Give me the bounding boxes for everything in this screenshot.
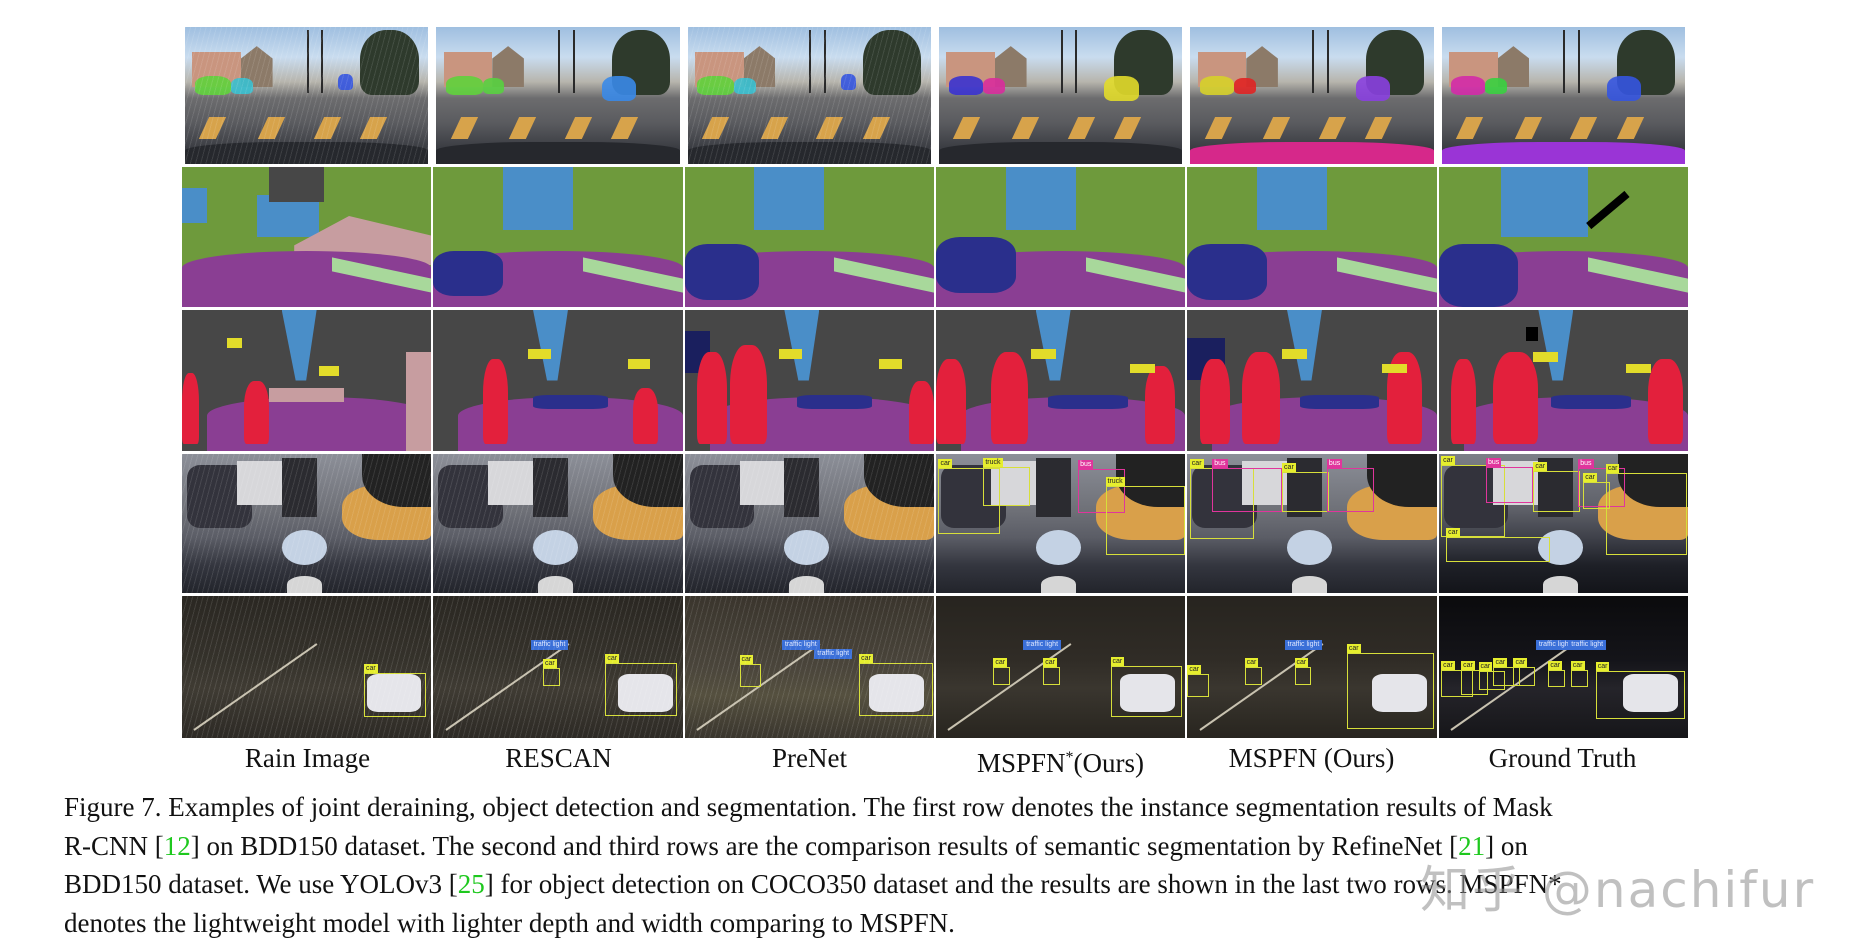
bbox-car: car xyxy=(1187,665,1210,698)
column-labels: Rain Image RESCAN PreNet MSPFN*(Ours) MS… xyxy=(182,740,1688,781)
bbox-car: car xyxy=(1605,464,1688,555)
detection-prenet-2: traffic light traffic light car car xyxy=(684,596,934,738)
bbox-car: car xyxy=(1346,643,1434,729)
bbox-car: car xyxy=(1493,658,1521,687)
bbox-truck: truck xyxy=(1105,476,1185,555)
caption-line-1: Figure 7. Examples of joint deraining, o… xyxy=(64,792,1553,822)
bbox-bus: bus xyxy=(1578,458,1626,508)
segmap-rescan-2 xyxy=(433,310,683,451)
detection-prenet-1 xyxy=(684,454,934,593)
bbox-car: car xyxy=(1478,662,1506,691)
segmap-prenet-2 xyxy=(684,310,934,451)
image-rain-instance xyxy=(185,27,429,164)
image-prenet-instance xyxy=(687,27,931,164)
bbox-bus: bus xyxy=(1486,457,1533,504)
bbox-car: car xyxy=(1595,662,1685,719)
bbox-car: car xyxy=(1446,528,1551,562)
image-ground-truth-instance xyxy=(1441,27,1685,164)
tag-traffic-light: traffic light xyxy=(1568,640,1607,651)
caption-line-3: BDD150 dataset. We use YOLOv3 [25] for o… xyxy=(64,869,1562,899)
bbox-car: car xyxy=(1461,660,1488,695)
label-rain-image: Rain Image xyxy=(244,743,371,773)
bbox-car: car xyxy=(364,663,426,718)
bbox-bus: bus xyxy=(1078,460,1125,513)
detection-ground-truth-1: car bus car bus car car car xyxy=(1438,454,1688,593)
detection-rescan-2: traffic light car car xyxy=(433,596,683,738)
detection-rain-1 xyxy=(182,454,432,593)
bbox-bus: bus xyxy=(1212,458,1282,512)
image-mspfn-instance xyxy=(1190,27,1434,164)
row-object-detection-2: car traffic light car car traffic light … xyxy=(182,596,1688,738)
bbox-car: car xyxy=(1244,658,1262,685)
figure-caption: Figure 7. Examples of joint deraining, o… xyxy=(64,788,1820,942)
tag-traffic-light: traffic light xyxy=(1535,640,1574,651)
tag-traffic-light: traffic light xyxy=(781,640,820,651)
bbox-car: car xyxy=(1441,456,1506,537)
detection-mspfn-1: car bus car bus xyxy=(1187,454,1437,593)
detection-rain-2: car xyxy=(182,596,432,738)
segmap-rain-2 xyxy=(182,310,432,451)
label-prenet: PreNet xyxy=(772,743,847,773)
citation-link-25[interactable]: 25 xyxy=(457,869,485,899)
row-semantic-segmentation-2 xyxy=(182,310,1688,451)
segmap-ground-truth-2 xyxy=(1438,310,1688,451)
bbox-car: car xyxy=(859,653,934,716)
watermark: 知乎 @nachifur xyxy=(1420,861,1816,919)
detection-mspfn-star-1: car truck bus truck xyxy=(935,454,1186,593)
detection-mspfn-star-2: traffic light car car car xyxy=(935,596,1186,738)
tag-traffic-light: traffic light xyxy=(1284,640,1323,651)
row-semantic-segmentation-1 xyxy=(182,167,1688,307)
label-mspfn: MSPFN (Ours) xyxy=(1228,743,1395,773)
bbox-bus: bus xyxy=(1326,458,1374,512)
segmap-mspfn-star-1 xyxy=(935,167,1186,307)
bbox-truck: truck xyxy=(983,457,1031,507)
bbox-car: car xyxy=(739,655,762,688)
bbox-car: car xyxy=(1570,660,1588,688)
image-rescan-instance xyxy=(436,27,680,164)
tag-traffic-light: traffic light xyxy=(814,648,853,659)
bbox-car: car xyxy=(1043,658,1061,685)
bbox-car: car xyxy=(1583,472,1611,509)
bbox-car: car xyxy=(938,458,1001,534)
detection-rescan-1 xyxy=(433,454,683,593)
bbox-car: car xyxy=(1533,461,1581,512)
label-mspfn-star: MSPFN*(Ours) xyxy=(976,748,1145,778)
bbox-car: car xyxy=(1441,660,1474,698)
tag-traffic-light: traffic light xyxy=(530,640,569,651)
bbox-car: car xyxy=(993,658,1011,685)
image-mspfn-star-instance xyxy=(938,27,1183,164)
detection-mspfn-2: traffic light car car car car xyxy=(1187,596,1437,738)
segmap-mspfn-1 xyxy=(1187,167,1437,307)
segmap-mspfn-star-2 xyxy=(935,310,1186,451)
caption-line-2: R-CNN [12] on BDD150 dataset. The second… xyxy=(64,830,1528,861)
row-instance-segmentation xyxy=(182,27,1688,164)
citation-link-21[interactable]: 21 xyxy=(1458,830,1486,861)
citation-link-12[interactable]: 12 xyxy=(163,830,191,861)
detection-ground-truth-2: traffic light traffic light car car car … xyxy=(1438,596,1688,738)
bbox-car: car xyxy=(1110,656,1183,718)
figure-grid: car truck bus truck car bus car bus car … xyxy=(182,27,1688,741)
bbox-car: car xyxy=(605,653,678,716)
row-object-detection-1: car truck bus truck car bus car bus car … xyxy=(182,454,1688,593)
label-ground-truth: Ground Truth xyxy=(1488,743,1637,773)
segmap-mspfn-2 xyxy=(1187,310,1437,451)
bbox-car: car xyxy=(1513,658,1536,687)
bbox-car: car xyxy=(1548,660,1566,688)
caption-line-4: denotes the lightweight model with light… xyxy=(64,907,955,938)
segmap-rain-1 xyxy=(182,167,432,307)
bbox-car: car xyxy=(543,659,560,687)
segmap-ground-truth-1 xyxy=(1438,167,1688,307)
tag-traffic-light: traffic light xyxy=(1023,640,1062,651)
segmap-prenet-1 xyxy=(684,167,934,307)
label-rescan: RESCAN xyxy=(505,743,612,773)
bbox-car: car xyxy=(1294,658,1312,685)
segmap-rescan-1 xyxy=(433,167,683,307)
bbox-car: car xyxy=(1282,463,1329,512)
